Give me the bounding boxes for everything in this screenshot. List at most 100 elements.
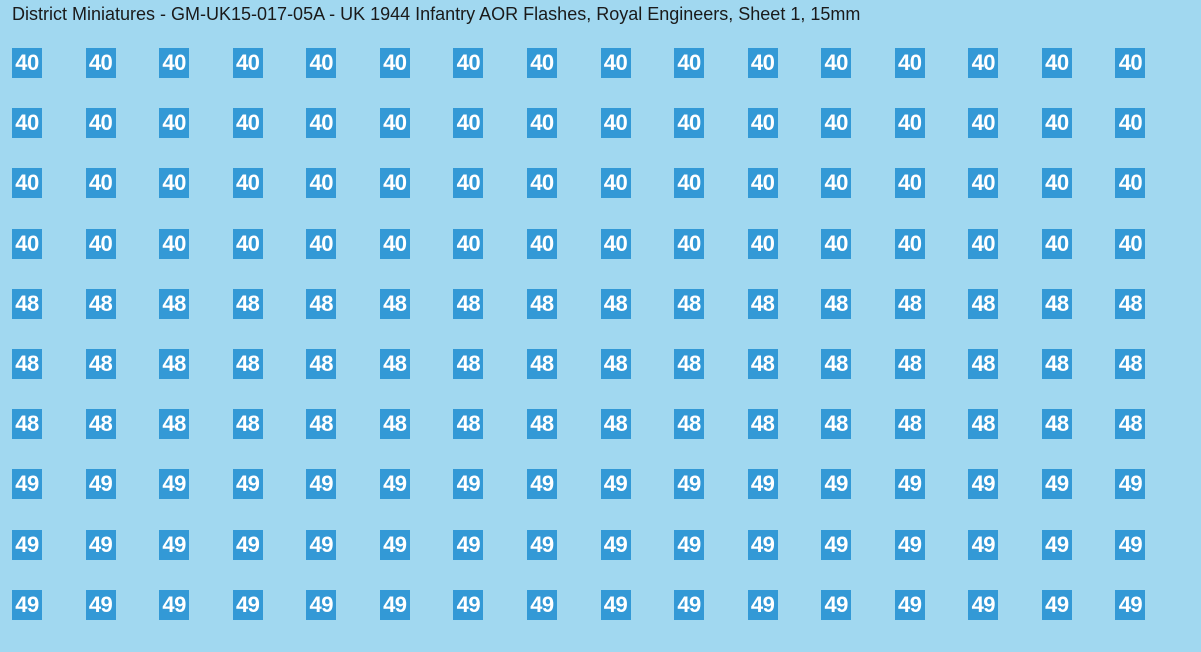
decal: 49 <box>86 590 116 620</box>
decal: 40 <box>12 229 42 259</box>
decal: 40 <box>453 229 483 259</box>
decal: 48 <box>895 349 925 379</box>
decal: 40 <box>895 229 925 259</box>
decal: 40 <box>601 168 631 198</box>
decal: 49 <box>895 590 925 620</box>
decal: 40 <box>968 168 998 198</box>
decal: 49 <box>527 530 557 560</box>
sheet-title: District Miniatures - GM-UK15-017-05A - … <box>0 0 1201 25</box>
decal: 49 <box>233 590 263 620</box>
decal: 49 <box>895 469 925 499</box>
decal: 40 <box>968 48 998 78</box>
decal: 49 <box>527 469 557 499</box>
decal: 40 <box>1042 168 1072 198</box>
decal: 49 <box>1042 530 1072 560</box>
decal: 40 <box>1042 108 1072 138</box>
decal: 49 <box>601 530 631 560</box>
decal: 49 <box>968 469 998 499</box>
decal: 48 <box>86 289 116 319</box>
decal: 49 <box>380 469 410 499</box>
decal: 48 <box>674 409 704 439</box>
decal: 48 <box>674 289 704 319</box>
decal-grid: 40 40 40 40 40 40 40 40 40 40 40 40 40 40 40 40 40 40 40 40… <box>0 25 1201 647</box>
decal: 48 <box>748 289 778 319</box>
decal: 49 <box>306 590 336 620</box>
decal: 40 <box>233 168 263 198</box>
decal: 49 <box>1042 590 1072 620</box>
decal: 40 <box>159 168 189 198</box>
decal: 40 <box>86 108 116 138</box>
decal: 48 <box>233 409 263 439</box>
decal: 49 <box>12 590 42 620</box>
decal: 49 <box>1115 469 1145 499</box>
decal: 40 <box>601 229 631 259</box>
decal: 48 <box>748 409 778 439</box>
decal: 48 <box>12 289 42 319</box>
decal: 48 <box>601 349 631 379</box>
decal: 48 <box>1042 289 1072 319</box>
decal: 40 <box>12 168 42 198</box>
decal: 40 <box>674 48 704 78</box>
decal: 49 <box>12 469 42 499</box>
decal: 40 <box>453 48 483 78</box>
decal: 40 <box>159 48 189 78</box>
decal: 48 <box>1115 289 1145 319</box>
decal: 49 <box>453 590 483 620</box>
decal: 49 <box>86 469 116 499</box>
decal: 48 <box>968 409 998 439</box>
decal: 48 <box>821 289 851 319</box>
decal: 49 <box>233 530 263 560</box>
decal: 40 <box>895 168 925 198</box>
decal: 49 <box>821 530 851 560</box>
decal: 49 <box>380 590 410 620</box>
decal: 49 <box>453 469 483 499</box>
decal: 49 <box>821 590 851 620</box>
decal: 49 <box>1115 530 1145 560</box>
decal: 48 <box>306 409 336 439</box>
decal: 48 <box>159 349 189 379</box>
decal: 40 <box>86 168 116 198</box>
decal: 48 <box>380 409 410 439</box>
decal: 40 <box>159 108 189 138</box>
decal: 48 <box>527 289 557 319</box>
decal: 48 <box>12 349 42 379</box>
decal: 40 <box>233 229 263 259</box>
decal: 40 <box>380 168 410 198</box>
decal: 48 <box>968 289 998 319</box>
decal: 40 <box>748 48 778 78</box>
decal: 40 <box>1115 168 1145 198</box>
decal: 49 <box>968 590 998 620</box>
decal: 48 <box>380 349 410 379</box>
decal: 40 <box>527 168 557 198</box>
decal: 49 <box>527 590 557 620</box>
decal: 48 <box>233 289 263 319</box>
decal: 48 <box>748 349 778 379</box>
decal: 49 <box>86 530 116 560</box>
decal: 40 <box>674 229 704 259</box>
decal: 40 <box>895 48 925 78</box>
decal: 49 <box>306 469 336 499</box>
decal: 48 <box>86 349 116 379</box>
decal: 40 <box>821 229 851 259</box>
decal: 48 <box>380 289 410 319</box>
decal: 48 <box>1115 349 1145 379</box>
decal: 49 <box>674 530 704 560</box>
decal: 49 <box>12 530 42 560</box>
decal: 49 <box>453 530 483 560</box>
decal: 49 <box>748 469 778 499</box>
decal: 40 <box>1115 108 1145 138</box>
decal: 40 <box>1042 48 1072 78</box>
decal: 40 <box>1115 229 1145 259</box>
decal: 40 <box>968 108 998 138</box>
decal: 49 <box>1115 590 1145 620</box>
decal: 40 <box>821 108 851 138</box>
decal: 49 <box>674 590 704 620</box>
decal: 48 <box>453 409 483 439</box>
decal: 48 <box>968 349 998 379</box>
decal: 49 <box>159 530 189 560</box>
decal: 40 <box>674 108 704 138</box>
decal: 48 <box>895 289 925 319</box>
decal: 48 <box>895 409 925 439</box>
decal: 48 <box>159 289 189 319</box>
decal: 40 <box>306 108 336 138</box>
